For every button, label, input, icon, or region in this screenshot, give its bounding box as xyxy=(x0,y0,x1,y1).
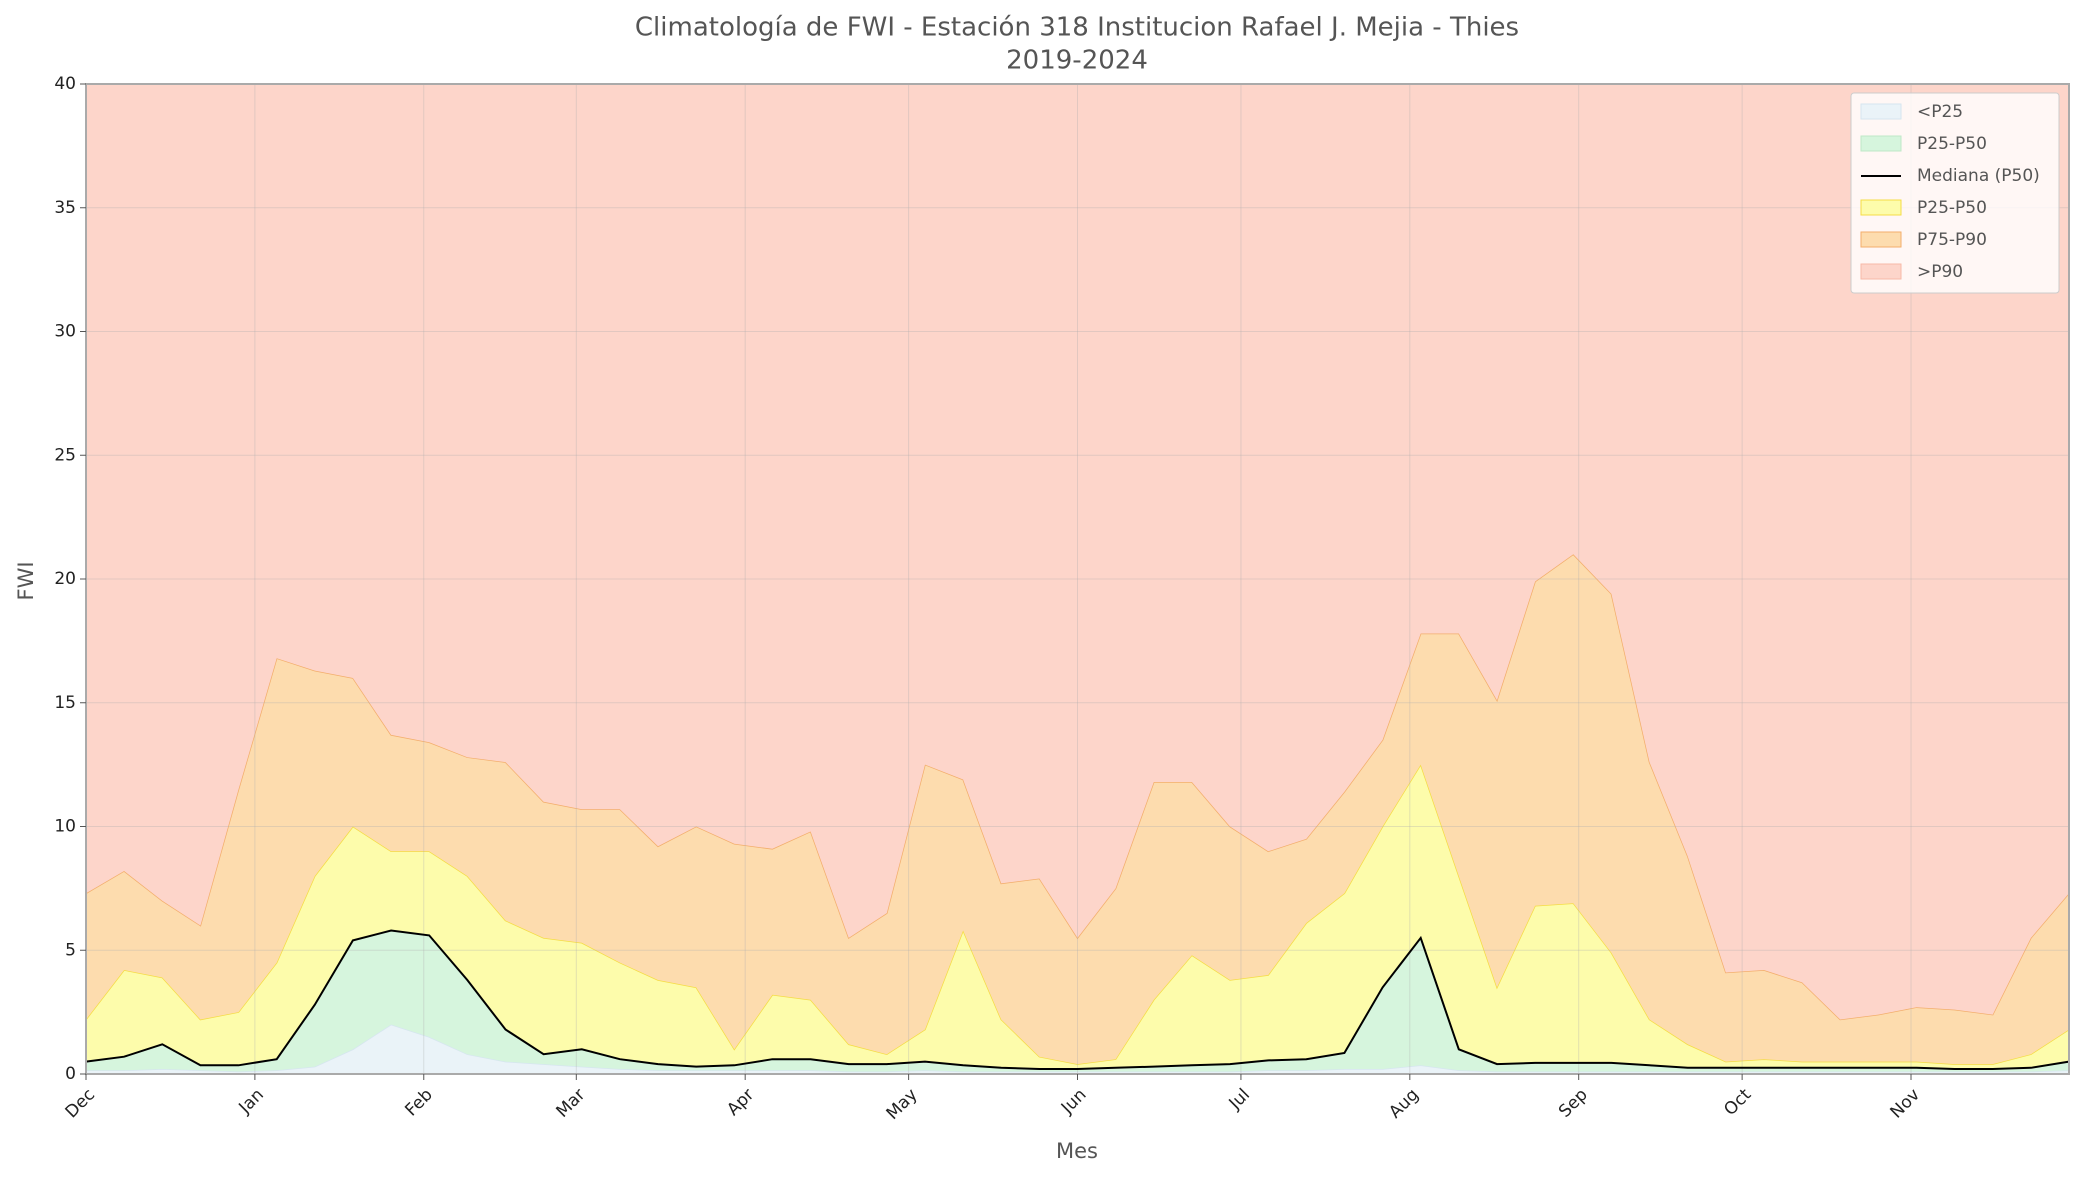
legend-label: <P25 xyxy=(1917,102,1963,122)
legend: <P25 P25-P50 Mediana (P50) P25-P50 P75-P90 >P… xyxy=(1850,92,2060,294)
legend-label: Mediana (P50) xyxy=(1917,166,2040,186)
x-tick-label: Oct xyxy=(1720,1085,1755,1120)
legend-label: P25-P50 xyxy=(1917,134,1987,154)
band xyxy=(86,764,2069,1069)
x-tick-label: Dec xyxy=(62,1085,99,1122)
y-tick-label: 25 xyxy=(54,445,76,465)
band xyxy=(86,84,2069,1020)
x-tick-label: May xyxy=(883,1085,922,1124)
y-tick-label: 35 xyxy=(54,198,76,218)
legend-box xyxy=(1850,92,2060,294)
legend-label: P25-P50 xyxy=(1917,198,1987,218)
x-tick-label: Jun xyxy=(1057,1085,1091,1119)
x-tick-label: Feb xyxy=(401,1085,436,1120)
y-tick-label: 5 xyxy=(65,940,76,960)
x-axis-label: Mes xyxy=(1056,1139,1098,1163)
median-line xyxy=(85,929,2070,1070)
legend-swatch xyxy=(1860,103,1902,120)
y-tick-label: 10 xyxy=(54,817,76,837)
y-tick-label: 15 xyxy=(54,693,76,713)
x-tick-label: Mar xyxy=(553,1085,590,1122)
x-tick-label: Aug xyxy=(1385,1085,1423,1123)
y-tick-label: 0 xyxy=(65,1064,76,1084)
x-tick-label: Nov xyxy=(1886,1085,1924,1123)
legend-swatch xyxy=(1860,263,1902,280)
legend-swatch xyxy=(1860,231,1902,248)
y-tick-label: 20 xyxy=(54,569,76,589)
y-tick-label: 40 xyxy=(54,74,76,94)
x-tick-label: Sep xyxy=(1555,1085,1592,1122)
chart-subtitle: 2019-2024 xyxy=(1006,46,1148,76)
band xyxy=(86,554,2069,1065)
y-tick-label: 30 xyxy=(54,322,76,342)
x-tick-label: Apr xyxy=(723,1085,758,1120)
x-tick-label: Jan xyxy=(235,1085,268,1118)
chart-title: Climatología de FWI - Estación 318 Insti… xyxy=(635,13,1519,43)
y-axis-label: FWI xyxy=(14,561,38,600)
legend-swatch xyxy=(1860,199,1902,216)
legend-label: P75-P90 xyxy=(1917,230,1987,250)
legend-label: >P90 xyxy=(1917,262,1963,282)
x-tick-label: Jul xyxy=(1225,1085,1254,1114)
legend-swatch xyxy=(1860,135,1902,152)
